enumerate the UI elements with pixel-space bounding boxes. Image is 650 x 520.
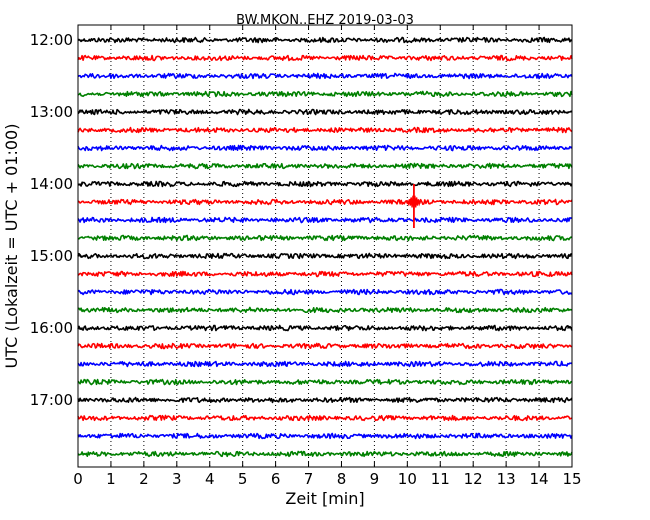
grid-lines xyxy=(110,25,540,467)
trace-1400 xyxy=(77,180,573,188)
y-axis-label: UTC (Lokalzeit = UTC + 01:00) xyxy=(2,124,21,369)
trace-1500 xyxy=(77,252,573,260)
trace-1300 xyxy=(77,108,572,116)
x-tick-label: 0 xyxy=(73,470,83,488)
y-tick-label: 16:00 xyxy=(30,319,73,337)
trace-1615 xyxy=(77,342,573,350)
x-tick-label: 3 xyxy=(172,470,182,488)
event-markers xyxy=(406,184,422,228)
x-tick-label: 1 xyxy=(106,470,116,488)
trace-1345 xyxy=(77,162,573,170)
x-tick-label: 4 xyxy=(205,470,215,488)
trace-1330 xyxy=(77,144,573,152)
trace-1515 xyxy=(77,270,573,278)
trace-1230 xyxy=(77,72,573,80)
trace-1200 xyxy=(77,36,573,44)
plot-frame xyxy=(77,24,573,468)
trace-1730 xyxy=(77,432,573,440)
trace-1215 xyxy=(77,54,573,62)
trace-1545 xyxy=(77,306,573,314)
x-tick-label: 13 xyxy=(497,470,516,488)
trace-1245 xyxy=(77,90,573,98)
y-tick-label: 17:00 xyxy=(30,391,73,409)
x-tick-label: 6 xyxy=(271,470,281,488)
trace-1315 xyxy=(77,126,573,134)
x-tick-label: 11 xyxy=(431,470,450,488)
y-tick-label: 13:00 xyxy=(30,103,73,121)
trace-1600 xyxy=(77,324,573,332)
y-tick-label: 12:00 xyxy=(30,31,73,49)
x-tick-label: 2 xyxy=(139,470,149,488)
trace-1715 xyxy=(77,414,573,422)
x-tick-label: 7 xyxy=(304,470,314,488)
chart-title: BW.MKON..EHZ 2019-03-03 xyxy=(236,13,414,28)
trace-1430 xyxy=(77,216,572,224)
seismic-traces xyxy=(77,36,573,458)
event-coda xyxy=(406,195,422,210)
y-tick-label: 14:00 xyxy=(30,175,73,193)
trace-1700 xyxy=(77,396,573,404)
x-tick-label: 5 xyxy=(238,470,248,488)
trace-1445 xyxy=(77,234,573,242)
axis-ticks: 0 1 2 3 4 5 6 7 8 9 10 11 12 13 14 1512:0013:0014:0015:… xyxy=(30,25,582,488)
trace-1645 xyxy=(77,378,573,386)
x-tick-label: 10 xyxy=(398,470,417,488)
trace-1415 xyxy=(77,198,573,206)
trace-1530 xyxy=(77,288,573,296)
trace-1745 xyxy=(77,450,573,458)
x-tick-label: 15 xyxy=(562,470,581,488)
y-tick-label: 15:00 xyxy=(30,247,73,265)
trace-1630 xyxy=(77,360,573,368)
x-tick-label: 14 xyxy=(530,470,549,488)
x-tick-label: 8 xyxy=(337,470,347,488)
x-tick-label: 12 xyxy=(464,470,483,488)
x-axis-label: Zeit [min] xyxy=(285,489,364,508)
x-tick-label: 9 xyxy=(370,470,380,488)
